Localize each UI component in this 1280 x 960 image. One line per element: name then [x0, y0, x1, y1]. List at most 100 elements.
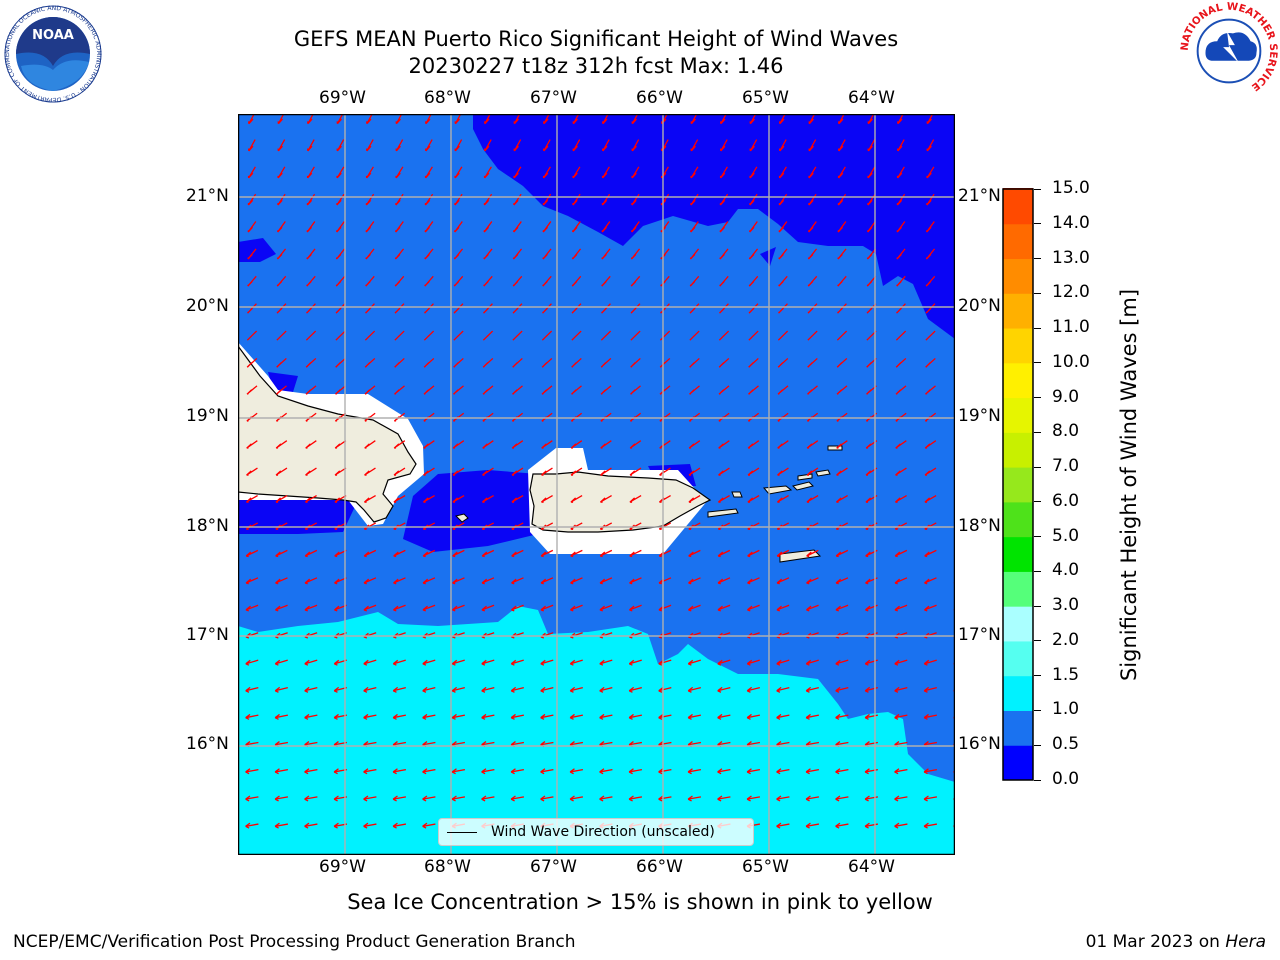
wind-wave-arrow	[245, 494, 258, 503]
wind-wave-arrow	[422, 686, 436, 693]
wind-wave-arrow	[512, 330, 523, 341]
wind-wave-arrow	[923, 713, 937, 720]
wind-wave-arrow	[392, 713, 406, 720]
wind-wave-arrow	[600, 385, 612, 395]
wind-wave-arrow	[748, 248, 759, 260]
wind-wave-arrow	[747, 549, 760, 558]
wind-wave-arrow	[392, 686, 406, 693]
wind-wave-arrow	[569, 713, 583, 720]
wind-wave-arrow	[510, 795, 525, 802]
wind-wave-arrow	[807, 357, 818, 368]
wind-wave-arrow	[305, 385, 317, 395]
wind-wave-arrow	[512, 385, 523, 395]
wind-wave-arrow	[896, 139, 905, 152]
wind-wave-arrow	[808, 139, 817, 152]
land-virgin-islands	[763, 445, 843, 495]
wind-wave-arrow	[687, 686, 701, 693]
wind-wave-arrow	[274, 822, 289, 829]
wind-wave-arrow	[746, 768, 761, 775]
wind-wave-arrow	[363, 659, 377, 666]
wind-wave-arrow	[247, 275, 257, 287]
wind-wave-arrow	[835, 822, 849, 829]
wind-wave-arrow	[572, 193, 581, 206]
wind-wave-arrow	[687, 795, 702, 802]
wind-wave-arrow	[895, 385, 907, 395]
wind-wave-arrow	[806, 467, 819, 476]
wind-wave-arrow	[746, 713, 760, 720]
wind-wave-arrow	[867, 166, 876, 179]
wind-wave-arrow	[481, 549, 495, 558]
wind-wave-arrow	[304, 795, 318, 802]
wind-wave-arrow	[245, 604, 259, 612]
wind-wave-arrow	[778, 193, 788, 206]
wind-wave-arrow	[628, 768, 643, 775]
colorbar-tick-label: 14.0	[1052, 212, 1090, 233]
wind-wave-arrow	[924, 549, 937, 558]
wind-wave-arrow	[630, 248, 641, 260]
wind-wave-arrow	[776, 795, 790, 802]
wind-wave-arrow	[275, 577, 288, 585]
wind-wave-arrow	[717, 494, 730, 503]
wind-wave-arrow	[245, 686, 259, 693]
wind-wave-arrow	[365, 303, 375, 314]
colorbar-tick-mark	[1034, 744, 1041, 746]
wind-wave-arrow	[542, 139, 551, 152]
colorbar-tick-mark	[1034, 258, 1041, 260]
wind-wave-arrow	[776, 713, 790, 720]
wind-wave-arrow	[394, 385, 405, 395]
wind-wave-arrow	[511, 494, 524, 503]
wind-wave-arrow	[511, 604, 524, 612]
colorbar-tick-mark	[1034, 188, 1041, 190]
wind-wave-arrow	[363, 604, 377, 612]
wind-wave-arrow	[776, 686, 790, 693]
wind-wave-arrow	[808, 166, 817, 179]
map-legend: Wind Wave Direction (unscaled)	[438, 818, 754, 846]
wind-wave-arrow	[571, 330, 582, 341]
wind-wave-arrow	[717, 659, 731, 666]
colorbar-tick-mark	[1034, 362, 1041, 364]
wind-wave-arrow	[805, 686, 819, 693]
wind-wave-arrow	[512, 357, 523, 368]
wind-wave-arrow	[631, 166, 640, 179]
wind-wave-arrow	[363, 686, 377, 693]
colorbar-tick-mark	[1034, 640, 1041, 642]
wind-wave-arrow	[894, 795, 908, 802]
colorbar-tick-mark	[1034, 466, 1041, 468]
wind-wave-arrow	[778, 248, 788, 260]
wind-wave-arrow	[924, 440, 937, 449]
wind-wave-arrow	[778, 221, 788, 233]
wind-wave-arrow	[926, 139, 935, 152]
lat-tick-right: 19°N	[958, 406, 1001, 426]
wind-wave-arrow	[423, 357, 435, 368]
wind-wave-arrow	[304, 604, 318, 612]
wind-wave-arrow	[923, 822, 938, 829]
wind-wave-arrow	[895, 440, 907, 449]
lon-tick-bottom: 64°W	[848, 857, 895, 877]
wind-wave-arrow	[837, 303, 847, 314]
wind-wave-arrow	[689, 330, 700, 341]
wind-wave-arrow	[777, 467, 789, 476]
wind-wave-arrow	[275, 604, 288, 612]
wind-wave-arrow	[511, 440, 524, 449]
wind-wave-arrow	[276, 357, 287, 368]
wind-wave-arrow	[748, 357, 759, 368]
wind-wave-arrow	[689, 303, 700, 314]
wind-wave-arrow	[481, 604, 495, 612]
wind-wave-arrow	[836, 330, 848, 341]
wind-wave-arrow	[483, 221, 493, 233]
wind-wave-arrow	[924, 494, 937, 503]
wind-wave-arrow	[572, 221, 581, 233]
wind-wave-arrow	[394, 357, 405, 368]
wind-wave-arrow	[658, 795, 672, 802]
wind-wave-arrow	[247, 221, 257, 233]
wind-wave-arrow	[304, 494, 317, 503]
wind-wave-arrow	[510, 659, 524, 666]
wind-wave-arrow	[394, 303, 405, 314]
wind-wave-arrow	[335, 303, 346, 314]
wind-wave-arrow	[631, 221, 640, 233]
wind-wave-arrow	[748, 330, 759, 341]
wind-wave-arrow	[923, 795, 938, 802]
wind-wave-arrow	[628, 713, 642, 720]
wind-wave-arrow	[540, 768, 554, 775]
wind-wave-arrow	[689, 275, 700, 287]
